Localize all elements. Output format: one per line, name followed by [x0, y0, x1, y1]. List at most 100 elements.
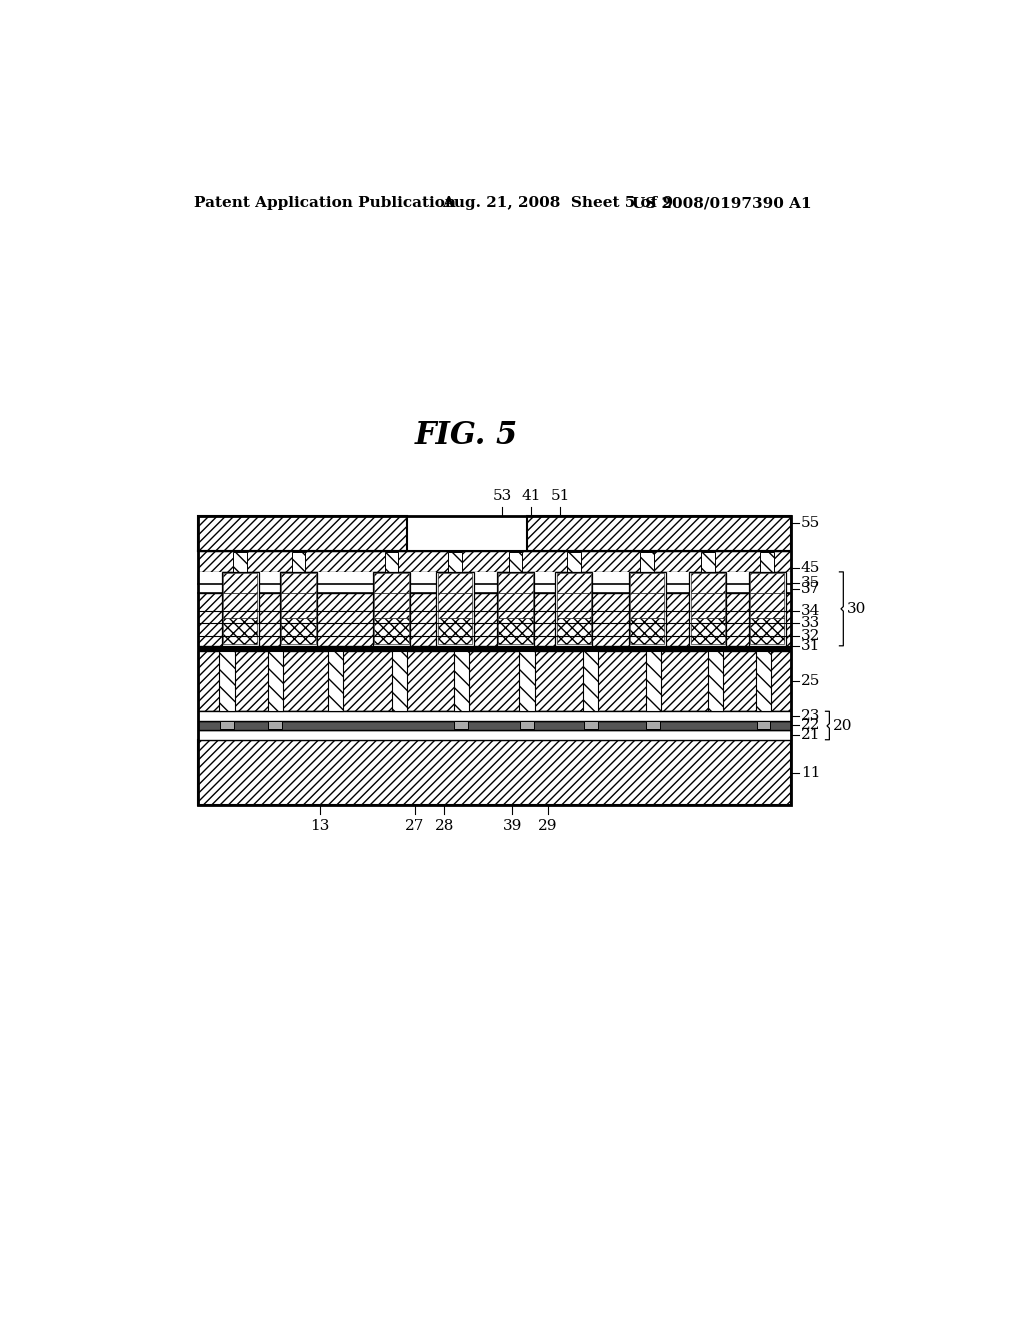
- Bar: [751, 573, 784, 594]
- Text: 20: 20: [834, 719, 853, 733]
- Bar: [223, 594, 257, 618]
- Bar: [292, 552, 305, 583]
- Text: 45: 45: [801, 561, 820, 576]
- Text: 37: 37: [801, 582, 820, 595]
- Bar: [198, 516, 407, 552]
- Bar: [629, 572, 666, 645]
- Bar: [690, 618, 725, 644]
- Bar: [449, 552, 462, 583]
- Bar: [630, 618, 665, 644]
- Text: 53: 53: [493, 488, 512, 503]
- Bar: [198, 730, 791, 739]
- Bar: [267, 651, 283, 711]
- Bar: [454, 651, 469, 711]
- Bar: [198, 594, 791, 645]
- Text: 51: 51: [551, 488, 570, 503]
- Bar: [198, 572, 791, 594]
- Text: 33: 33: [801, 616, 820, 631]
- Bar: [557, 573, 591, 594]
- Text: 39: 39: [503, 818, 522, 833]
- Text: 29: 29: [539, 818, 558, 833]
- Bar: [700, 552, 715, 583]
- Bar: [630, 594, 665, 618]
- Text: 35: 35: [801, 576, 820, 590]
- Bar: [751, 594, 784, 618]
- Bar: [222, 572, 259, 645]
- Text: Patent Application Publication: Patent Application Publication: [194, 197, 456, 210]
- Bar: [438, 618, 472, 644]
- Bar: [689, 572, 726, 645]
- Bar: [375, 594, 409, 618]
- Bar: [499, 618, 532, 644]
- Bar: [499, 573, 532, 594]
- Bar: [438, 573, 472, 594]
- Text: 31: 31: [801, 639, 820, 653]
- Text: 13: 13: [310, 818, 330, 833]
- Bar: [557, 618, 591, 644]
- Bar: [757, 721, 770, 729]
- Bar: [198, 645, 791, 651]
- Bar: [690, 573, 725, 594]
- Bar: [373, 572, 410, 645]
- Bar: [375, 618, 409, 644]
- Bar: [268, 721, 283, 729]
- Bar: [385, 552, 398, 583]
- Bar: [223, 573, 257, 594]
- Bar: [198, 572, 791, 585]
- Bar: [220, 721, 234, 729]
- Text: 30: 30: [847, 602, 866, 616]
- Bar: [509, 552, 522, 583]
- Bar: [198, 516, 791, 805]
- Bar: [646, 721, 660, 729]
- Bar: [751, 618, 784, 644]
- Bar: [630, 573, 665, 594]
- Bar: [499, 594, 532, 618]
- Text: FIG. 5: FIG. 5: [415, 420, 518, 451]
- Bar: [282, 573, 315, 594]
- Text: 55: 55: [801, 516, 820, 529]
- Bar: [282, 618, 315, 644]
- Bar: [749, 572, 786, 645]
- Bar: [375, 573, 409, 594]
- Bar: [282, 594, 315, 618]
- Text: 23: 23: [801, 709, 820, 723]
- Bar: [219, 651, 234, 711]
- Bar: [583, 651, 598, 711]
- Bar: [198, 651, 791, 711]
- Bar: [566, 552, 581, 583]
- Text: 27: 27: [406, 818, 424, 833]
- Bar: [519, 651, 535, 711]
- Bar: [761, 552, 774, 583]
- Text: Aug. 21, 2008  Sheet 5 of 9: Aug. 21, 2008 Sheet 5 of 9: [442, 197, 673, 210]
- Bar: [198, 552, 791, 585]
- Text: 22: 22: [801, 718, 820, 733]
- Bar: [198, 739, 791, 805]
- Bar: [708, 651, 723, 711]
- Text: 28: 28: [434, 818, 454, 833]
- Text: 25: 25: [801, 675, 820, 688]
- Bar: [520, 721, 535, 729]
- Bar: [584, 721, 598, 729]
- Bar: [328, 651, 343, 711]
- Bar: [646, 651, 662, 711]
- Bar: [198, 711, 791, 721]
- Bar: [280, 572, 317, 645]
- Bar: [233, 552, 248, 583]
- Text: 32: 32: [801, 628, 820, 643]
- Bar: [223, 618, 257, 644]
- Bar: [391, 651, 407, 711]
- Bar: [455, 721, 468, 729]
- Bar: [436, 572, 474, 645]
- Bar: [198, 721, 791, 730]
- Text: 21: 21: [801, 729, 820, 742]
- Bar: [557, 594, 591, 618]
- Bar: [555, 572, 592, 645]
- Text: 34: 34: [801, 605, 820, 618]
- Bar: [756, 651, 771, 711]
- Bar: [438, 594, 472, 618]
- Text: 11: 11: [801, 766, 820, 780]
- Bar: [640, 552, 654, 583]
- Text: 41: 41: [521, 488, 541, 503]
- Text: US 2008/0197390 A1: US 2008/0197390 A1: [632, 197, 811, 210]
- Bar: [690, 594, 725, 618]
